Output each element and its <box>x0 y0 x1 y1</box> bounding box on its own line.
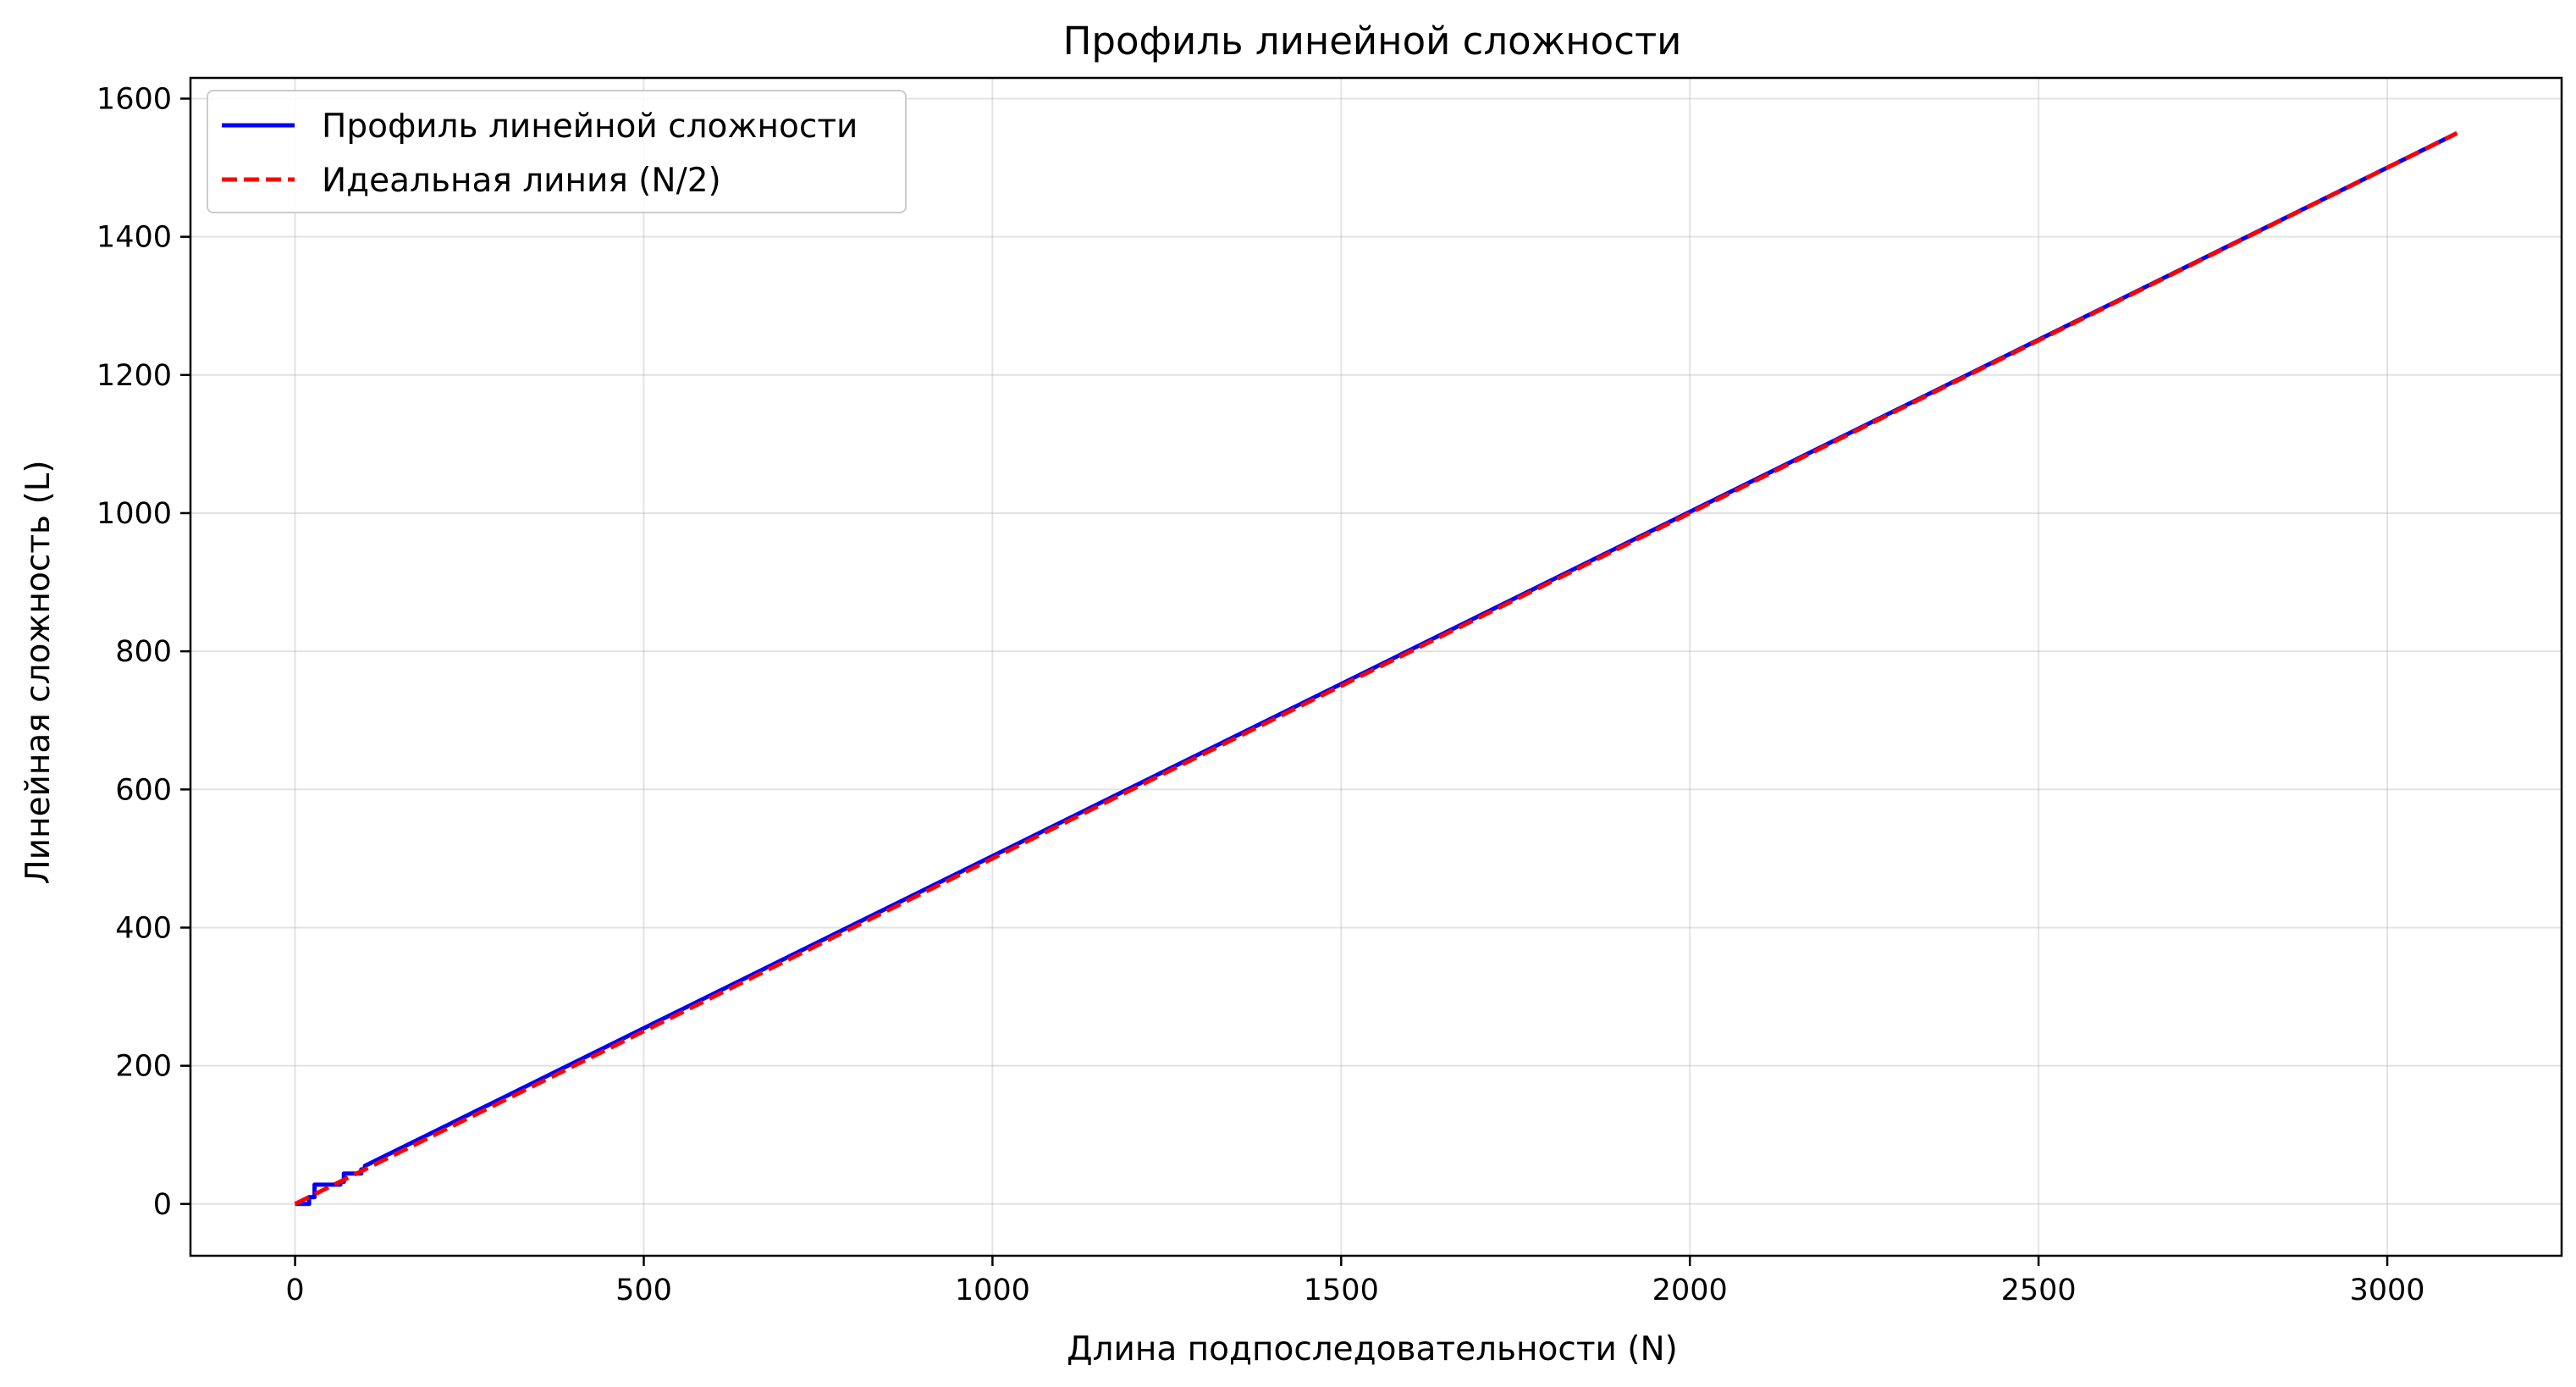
x-tick-label: 2500 <box>2001 1274 2077 1307</box>
legend-label-profile: Профиль линейной сложности <box>322 108 858 146</box>
y-tick-label: 400 <box>115 911 172 945</box>
y-tick-label: 1600 <box>97 82 172 116</box>
y-tick-label: 1400 <box>97 221 172 255</box>
legend-box <box>207 90 907 213</box>
y-axis: 0 200 400 600 800 1000 1200 1400 1600 <box>97 82 190 1222</box>
legend: Профиль линейной сложности Идеальная лин… <box>207 90 907 213</box>
plot-frame <box>189 76 2563 1257</box>
y-tick-label: 1000 <box>97 497 172 531</box>
y-axis-label: Линейная сложность (L) <box>19 460 58 884</box>
x-axis-label: Длина подпоследовательности (N) <box>1067 1330 1678 1368</box>
grid <box>190 78 2562 1256</box>
y-tick-label: 0 <box>153 1188 172 1222</box>
x-tick-label: 2000 <box>1652 1274 1728 1307</box>
x-tick-label: 3000 <box>2350 1274 2425 1307</box>
y-tick-label: 800 <box>115 635 172 669</box>
x-tick-label: 500 <box>615 1274 672 1307</box>
x-axis: 0 500 1000 1500 2000 2500 3000 <box>285 1256 2425 1307</box>
x-tick-label: 1500 <box>1304 1274 1379 1307</box>
y-tick-label: 600 <box>115 773 172 807</box>
chart-title: Профиль линейной сложности <box>1063 19 1682 64</box>
x-tick-label: 1000 <box>955 1274 1030 1307</box>
legend-label-ideal-line: Идеальная линия (N/2) <box>322 162 721 200</box>
y-tick-label: 200 <box>115 1050 172 1084</box>
x-tick-label: 0 <box>285 1274 304 1307</box>
y-tick-label: 1200 <box>97 359 172 393</box>
series-layer <box>294 131 2458 1207</box>
series-line-ideal <box>294 131 2458 1207</box>
